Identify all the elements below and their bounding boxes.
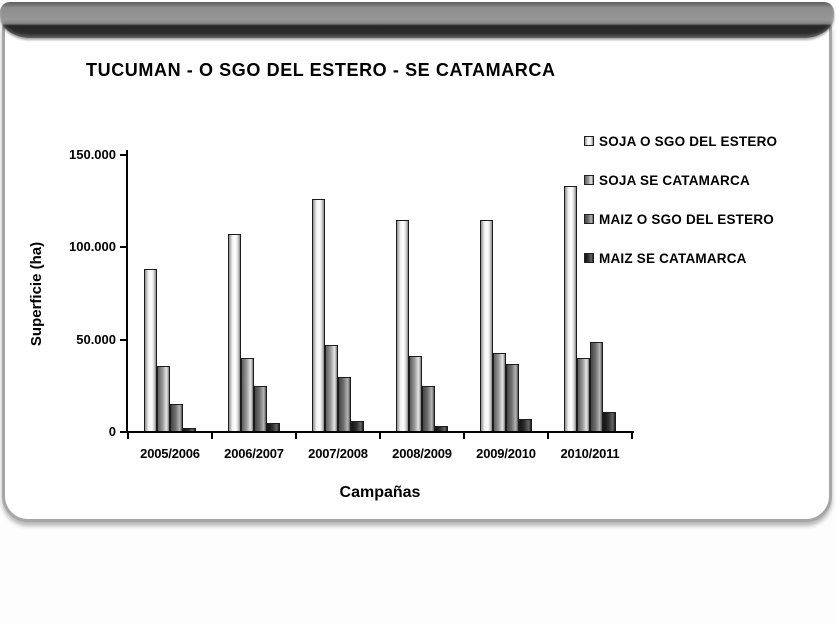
y-tick-label: 0 bbox=[108, 424, 116, 439]
bar-soja-se-catamarca-2008-2009 bbox=[409, 356, 422, 432]
legend-marker-icon bbox=[584, 136, 594, 146]
bar-soja-o-sgo-del-estero-2008-2009 bbox=[396, 220, 409, 432]
x-axis-label: Campañas bbox=[339, 484, 421, 501]
bar-soja-se-catamarca-2006-2007 bbox=[241, 358, 254, 432]
x-tick-label: 2008/2009 bbox=[392, 446, 452, 461]
legend-label: MAIZ O SGO DEL ESTERO bbox=[599, 211, 774, 227]
bar-maiz-o-sgo-del-estero-2007-2008 bbox=[338, 377, 351, 432]
slide-panel bbox=[2, 16, 832, 522]
x-tick-label: 2006/2007 bbox=[224, 446, 284, 461]
bar-soja-o-sgo-del-estero-2009-2010 bbox=[480, 220, 493, 432]
legend-marker-icon bbox=[584, 214, 594, 224]
x-tick-mark bbox=[379, 433, 381, 439]
x-tick-mark bbox=[547, 433, 549, 439]
x-tick-mark bbox=[211, 433, 213, 439]
bar-soja-o-sgo-del-estero-2005-2006 bbox=[144, 269, 157, 432]
x-tick-label: 2010/2011 bbox=[560, 446, 620, 461]
x-axis-line bbox=[124, 431, 634, 433]
legend-label: SOJA O SGO DEL ESTERO bbox=[599, 133, 778, 149]
legend-label: SOJA SE CATAMARCA bbox=[599, 172, 750, 188]
x-tick-mark bbox=[127, 433, 129, 439]
bar-maiz-o-sgo-del-estero-2009-2010 bbox=[506, 364, 519, 432]
legend-item: MAIZ O SGO DEL ESTERO bbox=[584, 209, 777, 229]
y-axis-line bbox=[126, 150, 128, 433]
legend-item: MAIZ SE CATAMARCA bbox=[584, 248, 777, 268]
bar-maiz-o-sgo-del-estero-2008-2009 bbox=[422, 386, 435, 432]
bar-soja-o-sgo-del-estero-2007-2008 bbox=[312, 199, 325, 432]
y-tick-label: 150.000 bbox=[69, 147, 116, 162]
y-tick-mark bbox=[120, 246, 127, 249]
y-tick-mark bbox=[120, 431, 127, 433]
x-tick-mark bbox=[631, 433, 633, 439]
legend: SOJA O SGO DEL ESTERO SOJA SE CATAMARCA MA… bbox=[584, 131, 777, 287]
bar-soja-se-catamarca-2009-2010 bbox=[493, 353, 506, 432]
bar-maiz-se-catamarca-2010-2011 bbox=[603, 412, 616, 432]
legend-item: SOJA SE CATAMARCA bbox=[584, 170, 777, 190]
bar-soja-se-catamarca-2007-2008 bbox=[325, 345, 338, 432]
y-tick-mark bbox=[120, 338, 127, 341]
gloss-header-bar bbox=[0, 2, 834, 38]
y-tick-mark bbox=[120, 154, 127, 156]
legend-marker-icon bbox=[584, 253, 594, 263]
legend-item: SOJA O SGO DEL ESTERO bbox=[584, 131, 777, 151]
y-tick-label: 50.000 bbox=[76, 331, 116, 347]
bar-soja-o-sgo-del-estero-2010-2011 bbox=[564, 186, 577, 432]
bar-soja-se-catamarca-2005-2006 bbox=[157, 366, 170, 432]
x-tick-label: 2009/2010 bbox=[476, 446, 536, 461]
bar-maiz-o-sgo-del-estero-2005-2006 bbox=[170, 404, 183, 432]
x-tick-mark bbox=[295, 433, 297, 439]
x-tick-mark bbox=[463, 433, 465, 439]
bar-maiz-o-sgo-del-estero-2006-2007 bbox=[254, 386, 267, 432]
bar-maiz-o-sgo-del-estero-2010-2011 bbox=[590, 342, 603, 432]
y-tick-label: 100.000 bbox=[69, 239, 116, 255]
x-tick-label: 2005/2006 bbox=[140, 446, 200, 461]
bar-soja-o-sgo-del-estero-2006-2007 bbox=[228, 234, 241, 432]
x-tick-label: 2007/2008 bbox=[308, 446, 368, 461]
legend-marker-icon bbox=[584, 175, 594, 185]
bar-soja-se-catamarca-2010-2011 bbox=[577, 358, 590, 432]
y-axis-label: Superficie (ha) bbox=[28, 241, 45, 347]
chart-title: TUCUMAN - O SGO DEL ESTERO - SE CATAMARC… bbox=[86, 60, 556, 80]
legend-label: MAIZ SE CATAMARCA bbox=[599, 250, 747, 266]
